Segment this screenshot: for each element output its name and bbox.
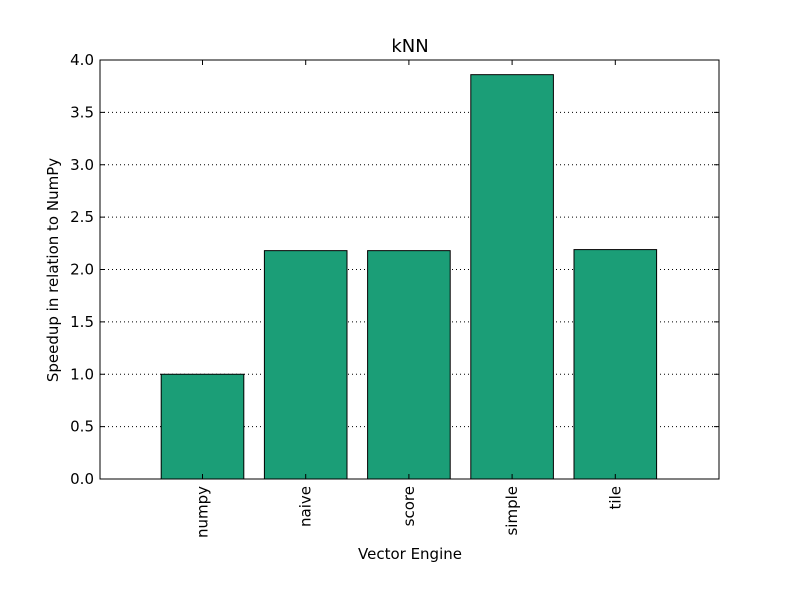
y-tick-label: 0.0 (70, 470, 94, 488)
y-tick-label: 2.5 (70, 208, 94, 226)
bar-naive (263, 250, 348, 480)
bars (160, 74, 658, 480)
x-tick-label: numpy (194, 486, 212, 538)
chart-title: kNN (391, 36, 428, 57)
y-tick-label: 3.0 (70, 156, 94, 174)
x-axis-ticks: numpy naive score simple tile (194, 60, 624, 538)
x-tick-label: naive (297, 486, 315, 527)
y-tick-label: 1.0 (70, 365, 94, 383)
x-axis-label: Vector Engine (358, 545, 462, 563)
x-tick-label: tile (606, 486, 624, 509)
bar-simple (470, 74, 554, 480)
y-tick-label: 1.5 (70, 313, 94, 331)
bar-score (367, 250, 451, 480)
x-tick-label: simple (503, 486, 521, 536)
y-tick-label: 4.0 (70, 51, 94, 69)
y-tick-label: 0.5 (70, 418, 94, 436)
y-tick-label: 2.0 (70, 261, 94, 279)
y-axis-label: Speedup in relation to NumPy (44, 158, 62, 382)
y-tick-label: 3.5 (70, 103, 94, 121)
bar-numpy (160, 373, 245, 480)
y-axis-ticks: 0.0 0.5 1.0 1.5 2.0 2.5 3.0 3.5 4.0 (70, 51, 719, 488)
bar-tile (573, 249, 658, 480)
x-tick-label: score (400, 486, 418, 526)
